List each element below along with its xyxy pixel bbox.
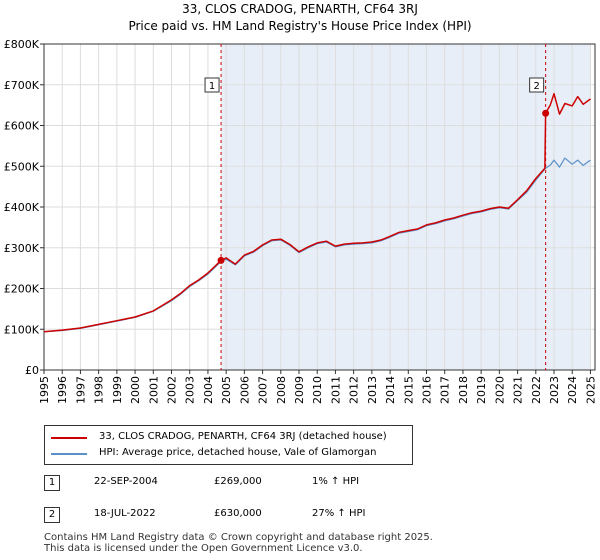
y-tick-label: £200K <box>4 283 40 296</box>
x-tick-label: 2002 <box>166 376 179 404</box>
x-tick-label: 1998 <box>93 376 106 404</box>
sale-hpi-1: 1% ↑ HPI <box>312 476 360 487</box>
x-tick-label: 2010 <box>311 376 324 404</box>
y-tick-label: £800K <box>4 38 40 51</box>
x-tick-label: 2012 <box>348 376 361 404</box>
legend: 33, CLOS CRADOG, PENARTH, CF64 3RJ (deta… <box>44 425 413 465</box>
x-tick-label: 1997 <box>74 376 87 404</box>
x-tick-label: 2021 <box>512 376 525 404</box>
y-tick-label: £0 <box>25 364 39 377</box>
sale-price-2: £630,000 <box>214 508 262 519</box>
sale-1-point <box>217 256 225 264</box>
legend-swatch-hpi <box>51 453 87 455</box>
x-tick-label: 2003 <box>184 376 197 404</box>
x-tick-label: 2007 <box>257 376 270 404</box>
y-tick-label: £100K <box>4 323 40 336</box>
legend-label-property: 33, CLOS CRADOG, PENARTH, CF64 3RJ (deta… <box>99 431 387 442</box>
property-series-line <box>43 92 591 333</box>
sale-date-1: 22-SEP-2004 <box>94 476 158 487</box>
x-tick-label: 2004 <box>202 376 215 404</box>
x-tick-label: 2024 <box>566 376 579 404</box>
y-tick-label: £700K <box>4 79 40 92</box>
y-tick-label: £600K <box>4 120 40 133</box>
x-tick-label: 2019 <box>475 376 488 404</box>
chart-title: 33, CLOS CRADOG, PENARTH, CF64 3RJ <box>182 2 418 16</box>
x-tick-label: 2018 <box>457 376 470 404</box>
y-tick-label: £300K <box>4 242 40 255</box>
footer-licence: This data is licensed under the Open Gov… <box>44 543 363 554</box>
price-chart: £0 £100K £200K £300K £400K £500K £600K £700K £80… <box>4 38 598 404</box>
x-tick-label: 2022 <box>530 376 543 404</box>
sale-marker-2: 2 <box>44 507 60 523</box>
x-tick-label: 2011 <box>329 376 342 404</box>
sale-1-label-box <box>204 77 220 93</box>
sale-2-point <box>542 109 550 117</box>
legend-swatch-property <box>51 437 87 439</box>
sale-date-2: 18-JUL-2022 <box>94 508 156 519</box>
x-tick-label: 2016 <box>421 376 434 404</box>
x-tick-label: 1995 <box>38 376 51 404</box>
y-tick-label: £500K <box>4 160 40 173</box>
x-tick-label: 2023 <box>548 376 561 404</box>
x-tick-label: 2001 <box>147 376 160 404</box>
chart-subtitle: Price paid vs. HM Land Registry's House … <box>128 19 472 33</box>
x-tick-label: 2006 <box>238 376 251 404</box>
sale-marker-1: 1 <box>44 475 60 491</box>
x-tick-label: 2008 <box>275 376 288 404</box>
x-tick-label: 1996 <box>56 376 69 404</box>
y-tick-label: £400K <box>4 201 40 214</box>
x-tick-label: 2000 <box>129 376 142 404</box>
sale-2-label-text: 2 <box>533 81 539 92</box>
sale-hpi-2: 27% ↑ HPI <box>312 508 366 519</box>
x-tick-label: 2017 <box>439 376 452 404</box>
x-tick-label: 2009 <box>293 376 306 404</box>
legend-label-hpi: HPI: Average price, detached house, Vale… <box>99 447 377 458</box>
x-tick-label: 2015 <box>402 376 415 404</box>
x-tick-label: 1999 <box>111 376 124 404</box>
plot-frame <box>43 43 596 371</box>
x-tick-label: 2005 <box>220 376 233 404</box>
hpi-series-line <box>43 157 591 333</box>
x-tick-label: 2025 <box>584 376 597 404</box>
sale-2-label-box <box>529 77 545 93</box>
sale-1-label-text: 1 <box>209 81 215 92</box>
x-tick-label: 2013 <box>366 376 379 404</box>
x-tick-label: 2014 <box>384 376 397 404</box>
footer-copyright: Contains HM Land Registry data © Crown c… <box>44 532 433 543</box>
x-tick-label: 2020 <box>493 376 506 404</box>
sale-price-1: £269,000 <box>214 476 262 487</box>
